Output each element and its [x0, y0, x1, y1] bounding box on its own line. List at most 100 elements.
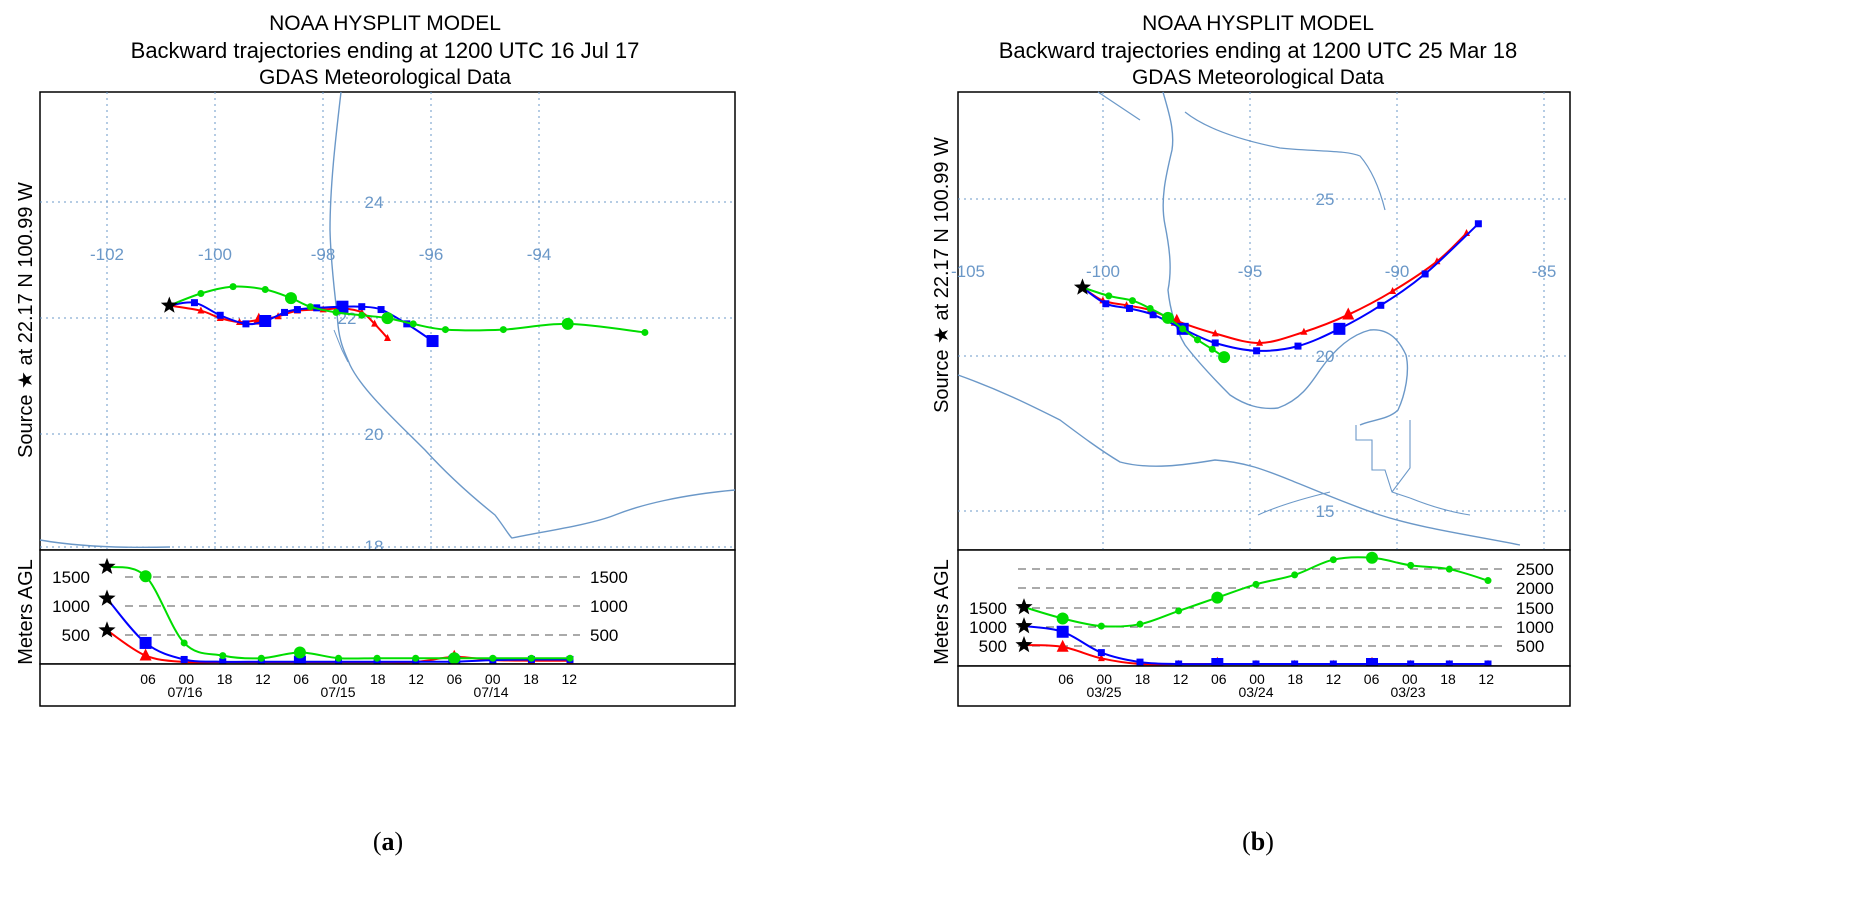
chart-a-source-label: Source ★ at 22.17 N 100.99 W	[15, 182, 37, 458]
chart-b-height-label-right: 1500	[1516, 599, 1554, 618]
chart-b-trajectory-point	[1102, 300, 1110, 308]
chart-a-trajectory-point	[216, 311, 224, 319]
chart-a-trajectory-point	[641, 328, 649, 336]
chart-b-height-point	[1329, 556, 1337, 564]
chart-b-trajectory-point	[1179, 325, 1187, 333]
chart-a-height-source-star	[98, 589, 116, 606]
chart-b-height-point	[1366, 551, 1378, 564]
chart-b-height-point	[1484, 660, 1492, 668]
chart-b-border	[1355, 420, 1411, 499]
chart-a-height-label-right: 1000	[590, 597, 628, 616]
chart-a-height-label-right: 500	[590, 626, 618, 645]
chart-a-height-point	[257, 654, 265, 662]
chart-b-trajectory-point	[1128, 297, 1136, 305]
chart-a-trajectory-point	[426, 335, 439, 348]
chart-a-pacific-coast	[39, 539, 171, 549]
chart-a-time-tick-label: 00	[485, 671, 501, 687]
chart-b-height-point	[1136, 620, 1144, 628]
chart-a-title-line-2: Backward trajectories ending at 1200 UTC…	[131, 38, 640, 63]
chart-a-height-point	[180, 655, 188, 663]
chart-b-date-label: 03/23	[1390, 684, 1425, 700]
chart-b-title-line-1: NOAA HYSPLIT MODEL	[1142, 12, 1374, 35]
chart-b-us-coast	[1184, 111, 1386, 211]
chart-a-height-frame	[39, 549, 736, 665]
chart-a-height-point	[489, 654, 497, 662]
chart-a-source-star	[160, 296, 178, 313]
chart-a-height-gridlines	[125, 576, 580, 636]
chart-a-trajectory-point	[197, 290, 205, 298]
chart-b-height-label-right: 1000	[1516, 618, 1554, 637]
chart-b-time-tick-label: 06	[1364, 671, 1380, 687]
chart-b-height-label-left: 1500	[969, 599, 1007, 618]
chart-a-trajectory-point	[336, 300, 349, 313]
chart-a-trajectory-point	[403, 320, 411, 328]
chart-b-map-frame	[957, 91, 1571, 551]
chart-a-lat-label: 24	[365, 193, 384, 212]
chart-b-trajectory-point	[1294, 342, 1302, 350]
chart-a-trajectory-point	[358, 311, 366, 319]
chart-b-height-label-right: 2500	[1516, 560, 1554, 579]
chart-a-height-point	[335, 654, 342, 662]
chart-a-trajectory-point	[384, 333, 391, 341]
chart-b-height-point	[1175, 660, 1183, 668]
chart-b-height-point	[1445, 660, 1453, 668]
chart-b-trajectory-point	[1161, 311, 1174, 324]
chart-a-time-tick-label: 06	[140, 671, 156, 687]
chart-b-texas-coast	[1097, 91, 1141, 121]
chart-a-height-label-left: 500	[62, 626, 90, 645]
chart-a-trajectory-point	[197, 306, 205, 314]
chart-a-time-tick-label: 00	[332, 671, 348, 687]
chart-a-trajectory-point	[499, 326, 507, 334]
chart-b-trajectory-point	[1146, 304, 1154, 312]
chart-b-height-point	[1407, 660, 1415, 668]
chart-a-lagoon	[333, 329, 349, 363]
chart-a-height-label-right: 1500	[590, 568, 628, 587]
chart-a-time-tick-label: 06	[293, 671, 309, 687]
chart-a-height-label-left: 1000	[52, 597, 90, 616]
chart-b-trajectory-point	[1193, 336, 1201, 344]
chart-b-height-point	[1291, 571, 1299, 579]
chart-a-lon-label: -102	[90, 245, 124, 264]
chart-a-trajectories	[160, 283, 649, 348]
chart-b-height-label-right: 2000	[1516, 579, 1554, 598]
chart-b: NOAA HYSPLIT MODEL Backward trajectories…	[931, 12, 1571, 856]
chart-b-coastline	[957, 91, 1521, 546]
chart-a-height-source-star	[98, 557, 116, 574]
chart-b-lon-label: -95	[1238, 262, 1263, 281]
chart-a-time-ticks: 06 00 18 12 06 00 18 12 06 00 18 12	[140, 671, 577, 687]
chart-b-trajectory-point	[1300, 327, 1308, 335]
chart-b-lat-label: 20	[1316, 347, 1335, 366]
chart-a-trajectory-point	[381, 312, 394, 325]
chart-b-trajectory-point	[1253, 347, 1261, 355]
chart-a-date-label: 07/16	[167, 684, 202, 700]
chart-b-height-label-left: 500	[979, 637, 1007, 656]
chart-b-time-frame	[957, 665, 1571, 707]
chart-b-time-tick-label: 18	[1440, 671, 1456, 687]
chart-a-trajectory-point	[242, 320, 250, 328]
chart-b-time-tick-label: 18	[1135, 671, 1151, 687]
chart-b-height-point	[1056, 625, 1069, 638]
chart-b-source-label: Source ★ at 22.17 N 100.99 W	[931, 137, 953, 413]
chart-b-trajectory-point	[1211, 339, 1219, 347]
chart-b-time-tick-label: 00	[1402, 671, 1418, 687]
chart-a-lon-label: -96	[419, 245, 444, 264]
chart-a-height-label-left: 1500	[52, 568, 90, 587]
chart-b-caption: (b)	[1242, 827, 1274, 856]
chart-a-trajectory-point	[284, 292, 297, 305]
chart-b-time-tick-label: 18	[1287, 671, 1303, 687]
chart-a-lon-labels: -102 -100 -98 -96 -94	[90, 245, 551, 264]
chart-a-height-point	[448, 652, 461, 665]
chart-b-trajectory-point	[1377, 301, 1385, 309]
chart-a-height-series	[98, 557, 574, 668]
chart-a-height-axis-label: Meters AGL	[15, 559, 37, 665]
chart-b-time-tick-label: 12	[1478, 671, 1494, 687]
chart-a-trajectory-point	[190, 299, 198, 307]
chart-b-height-point	[1291, 660, 1299, 668]
chart-b-trajectory-point	[1208, 345, 1216, 353]
chart-b-lat-label: 25	[1316, 190, 1335, 209]
chart-a-lat-label: 20	[365, 425, 384, 444]
chart-a-trajectory-point	[377, 306, 385, 314]
chart-b-date-label: 03/25	[1086, 684, 1121, 700]
chart-a-time-tick-label: 18	[217, 671, 233, 687]
chart-a-coastline	[39, 91, 736, 549]
